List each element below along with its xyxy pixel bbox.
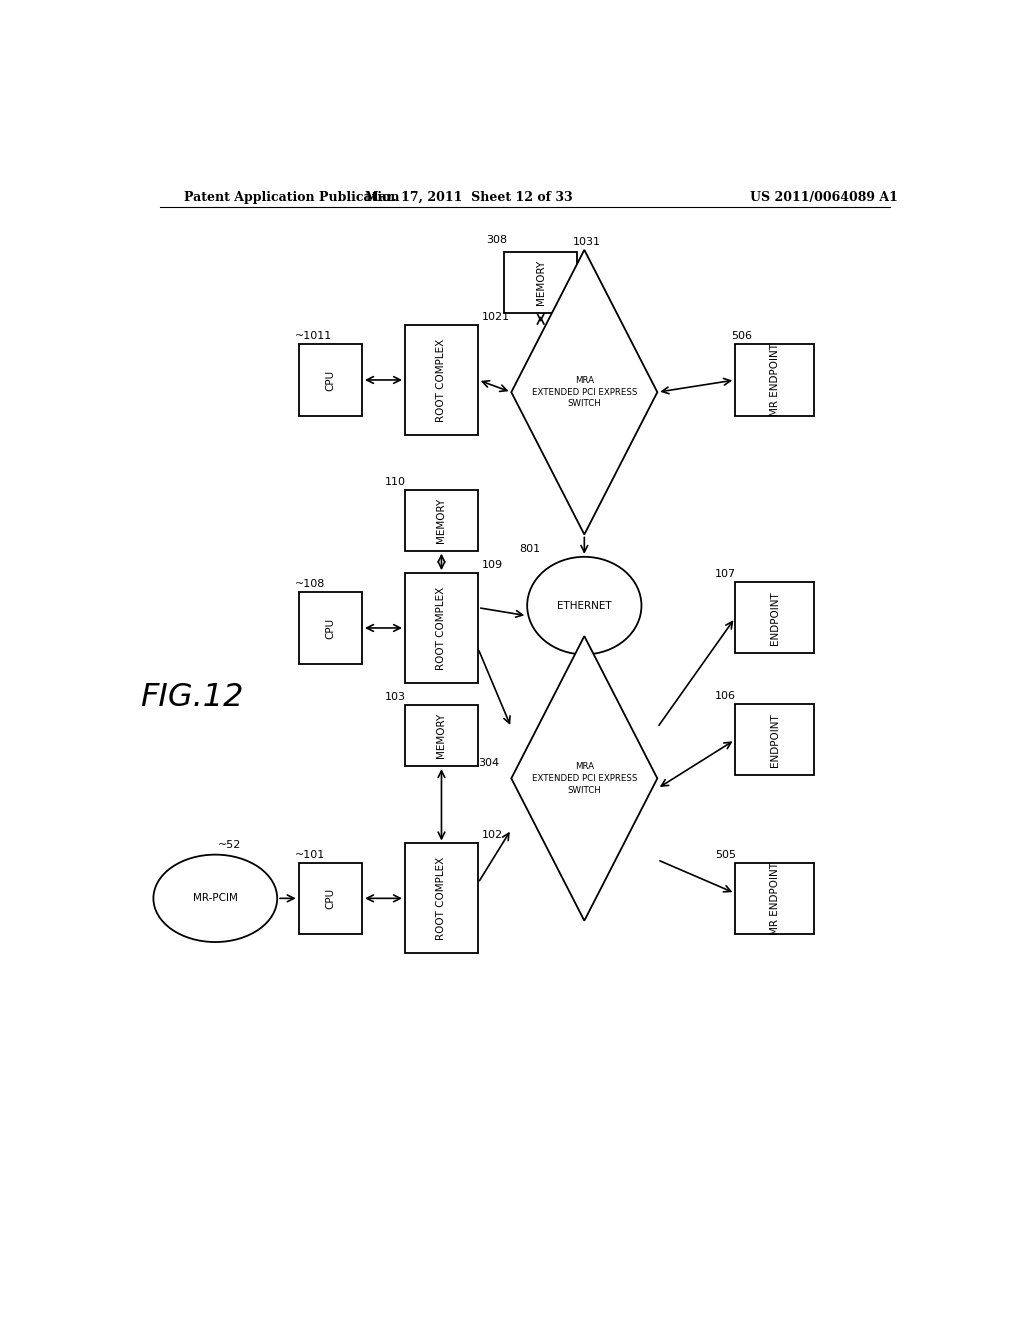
Text: ROOT COMPLEX: ROOT COMPLEX: [436, 338, 446, 421]
Text: 103: 103: [385, 692, 407, 702]
Text: 304: 304: [478, 758, 500, 768]
Polygon shape: [511, 249, 657, 535]
FancyBboxPatch shape: [504, 252, 578, 313]
Text: 801: 801: [519, 544, 541, 554]
Text: MRA
EXTENDED PCI EXPRESS
SWITCH: MRA EXTENDED PCI EXPRESS SWITCH: [531, 376, 637, 408]
Text: ~1011: ~1011: [295, 331, 332, 342]
Text: CPU: CPU: [326, 370, 336, 391]
Text: 1021: 1021: [482, 312, 510, 322]
Text: MEMORY: MEMORY: [436, 498, 446, 543]
Text: ENDPOINT: ENDPOINT: [770, 591, 780, 644]
FancyBboxPatch shape: [299, 863, 362, 935]
FancyBboxPatch shape: [404, 843, 478, 953]
FancyBboxPatch shape: [735, 704, 814, 775]
Text: 308: 308: [486, 235, 507, 244]
FancyBboxPatch shape: [404, 325, 478, 434]
FancyBboxPatch shape: [735, 582, 814, 653]
Text: 109: 109: [482, 560, 503, 570]
FancyBboxPatch shape: [404, 705, 478, 766]
FancyBboxPatch shape: [299, 593, 362, 664]
Text: MEMORY: MEMORY: [436, 713, 446, 759]
Text: ~52: ~52: [218, 840, 241, 850]
Text: ~108: ~108: [295, 579, 325, 589]
Polygon shape: [511, 636, 657, 921]
Text: MEMORY: MEMORY: [536, 260, 546, 305]
FancyBboxPatch shape: [735, 863, 814, 935]
Text: US 2011/0064089 A1: US 2011/0064089 A1: [750, 191, 898, 203]
Text: 102: 102: [482, 830, 503, 841]
Text: ROOT COMPLEX: ROOT COMPLEX: [436, 586, 446, 669]
Text: 107: 107: [715, 569, 736, 579]
Text: MR ENDPOINT: MR ENDPOINT: [770, 343, 780, 417]
Text: MR ENDPOINT: MR ENDPOINT: [770, 862, 780, 935]
FancyBboxPatch shape: [404, 573, 478, 682]
Text: ROOT COMPLEX: ROOT COMPLEX: [436, 857, 446, 940]
FancyBboxPatch shape: [735, 345, 814, 416]
Text: ETHERNET: ETHERNET: [557, 601, 611, 611]
Text: CPU: CPU: [326, 618, 336, 639]
FancyBboxPatch shape: [299, 345, 362, 416]
Text: 106: 106: [715, 692, 736, 701]
Text: MR-PCIM: MR-PCIM: [193, 894, 238, 903]
Ellipse shape: [154, 854, 278, 942]
Text: 505: 505: [715, 850, 736, 859]
Text: ~101: ~101: [295, 850, 325, 859]
Text: ENDPOINT: ENDPOINT: [770, 713, 780, 767]
Text: Mar. 17, 2011  Sheet 12 of 33: Mar. 17, 2011 Sheet 12 of 33: [366, 191, 573, 203]
Text: CPU: CPU: [326, 888, 336, 909]
Text: 1031: 1031: [573, 236, 601, 247]
Text: 506: 506: [731, 331, 753, 342]
FancyBboxPatch shape: [404, 490, 478, 550]
Text: 110: 110: [385, 477, 407, 487]
Text: FIG.12: FIG.12: [139, 681, 244, 713]
Text: MRA
EXTENDED PCI EXPRESS
SWITCH: MRA EXTENDED PCI EXPRESS SWITCH: [531, 762, 637, 795]
Text: Patent Application Publication: Patent Application Publication: [183, 191, 399, 203]
Ellipse shape: [527, 557, 641, 655]
